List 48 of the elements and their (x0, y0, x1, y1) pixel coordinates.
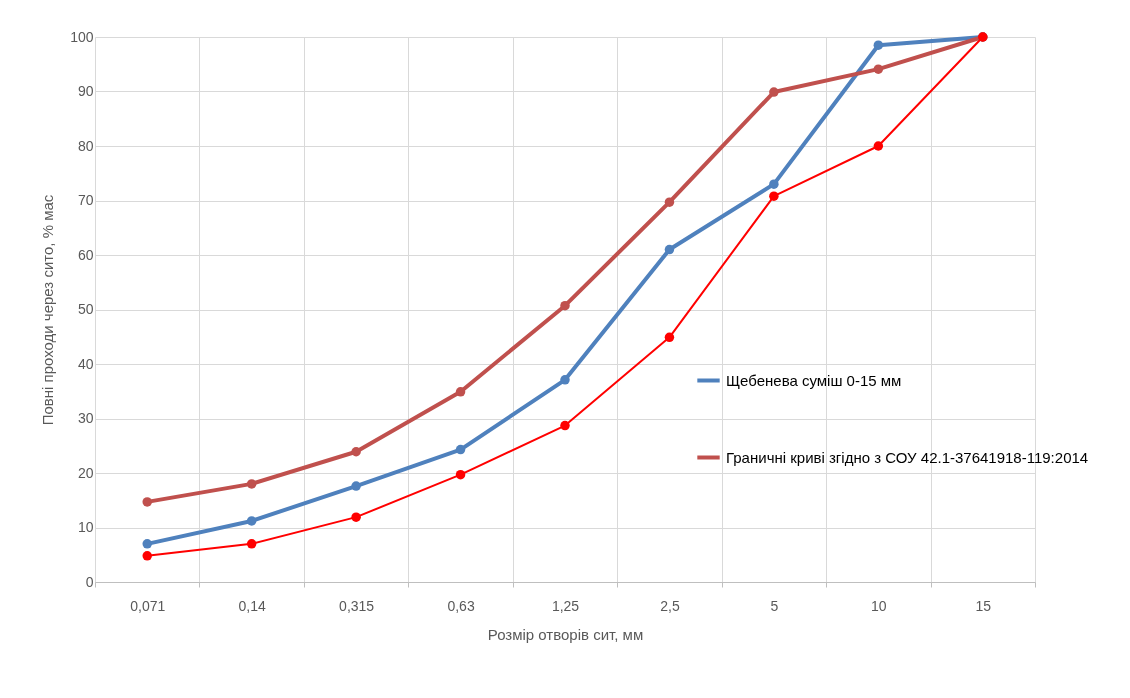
point (351, 512, 361, 522)
y-tick-label: 70 (77, 192, 94, 208)
y-tick-label: 100 (70, 28, 94, 45)
point (246, 479, 257, 489)
x-tick-label: 15 (975, 597, 992, 614)
point (142, 551, 152, 561)
point (246, 539, 257, 549)
y-tick-label: 10 (77, 519, 94, 535)
x-tick-label: 0,071 (130, 597, 166, 614)
y-tick-label: 0 (85, 573, 94, 590)
point (142, 497, 152, 507)
y-tick-label: 40 (77, 355, 94, 372)
y-tick-label: 90 (77, 83, 94, 99)
point (664, 197, 675, 207)
point (769, 179, 779, 189)
point (246, 516, 257, 526)
legend-label: Граничні криві згідно з СОУ 42.1-37641918-119:2014 (726, 448, 1089, 466)
x-tick-label: 0,63 (447, 597, 475, 614)
point (769, 87, 779, 97)
point (351, 447, 361, 457)
y-tick-label: 30 (77, 410, 94, 426)
point (664, 244, 675, 255)
point (873, 64, 884, 74)
point (351, 481, 361, 491)
legend-label: Щебенева суміш 0-15 мм (726, 371, 902, 389)
x-tick-label: 5 (770, 597, 779, 614)
point (560, 300, 570, 311)
point (769, 191, 779, 201)
point (873, 141, 884, 151)
y-tick-label: 60 (77, 246, 94, 263)
point (455, 444, 466, 455)
x-tick-label: 2,5 (660, 597, 680, 614)
y-tick-label: 20 (77, 464, 94, 481)
point (455, 387, 466, 397)
point (142, 539, 152, 549)
point (455, 469, 466, 480)
x-tick-label: 1,25 (551, 597, 580, 614)
y-tick-label: 80 (77, 137, 94, 154)
point (873, 40, 884, 50)
x-tick-label: 0,14 (238, 597, 266, 614)
x-axis-title: Розмір отворів сит, мм (487, 625, 644, 643)
point (560, 375, 570, 385)
x-tick-label: 0,315 (339, 597, 375, 614)
x-tick-label: 10 (871, 597, 887, 614)
point (560, 420, 570, 431)
y-axis-title: Повні проходи через сито, % мас (39, 194, 57, 426)
y-tick-label: 50 (77, 301, 94, 317)
point (664, 332, 675, 343)
